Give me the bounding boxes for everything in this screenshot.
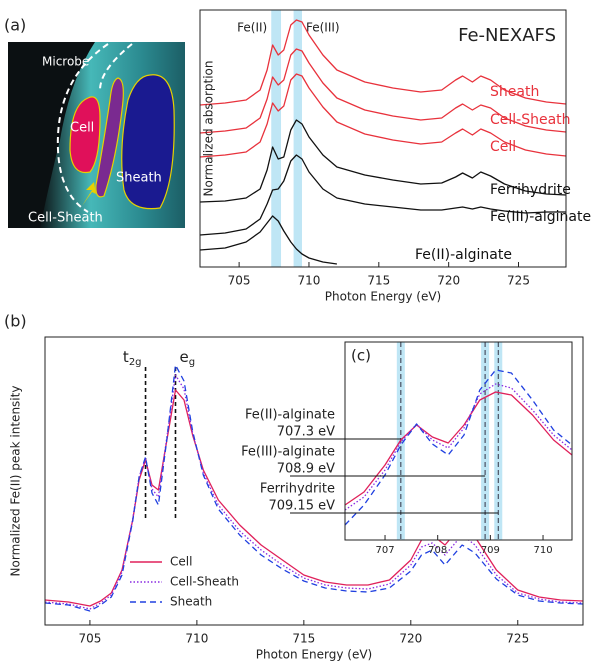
curve-label: Sheath (490, 84, 539, 100)
x-tick-label: 710 (298, 274, 321, 288)
x-tick-label: 708 (428, 545, 447, 556)
x-tick-label: 710 (533, 545, 552, 556)
curve-label: Cell-Sheath (490, 112, 571, 128)
peak-label-sub: 2g (129, 357, 142, 368)
x-tick-label: 725 (506, 632, 529, 646)
curve-label: Fe(II)-alginate (415, 247, 512, 263)
curve-label: Ferrihydrite (490, 182, 571, 198)
x-tick-label: 720 (399, 632, 422, 646)
legend-label: Cell-Sheath (170, 575, 239, 589)
x-tick-label: 725 (507, 274, 530, 288)
band-label: Fe(II) (237, 21, 267, 35)
peak-label-sub: g (189, 357, 195, 368)
panel-label: (c) (351, 347, 371, 365)
image-label: Sheath (116, 171, 162, 186)
x-tick-label: 710 (185, 632, 208, 646)
x-tick-label: 707 (375, 545, 394, 556)
x-tick-label: 705 (228, 274, 251, 288)
y-axis-label: Normalized Fe(II) peak intensity (9, 386, 23, 577)
sheath-region (122, 75, 174, 209)
mark-label: Ferrihydrite (260, 482, 335, 497)
image-label: Cell-Sheath (28, 211, 103, 226)
series-line (200, 216, 337, 264)
band-label: Fe(III) (306, 21, 340, 35)
curve-label: Fe(III)-alginate (490, 209, 591, 225)
mark-value-label: 709.15 eV (268, 499, 335, 514)
legend-label: Sheath (170, 595, 212, 609)
mark-value-label: 708.9 eV (277, 462, 335, 477)
energy-band (294, 10, 302, 267)
curve-label: Cell (490, 139, 516, 155)
peak-label: t2g (123, 348, 142, 369)
chart-title: Fe-NEXAFS (458, 25, 556, 46)
x-tick-label: 705 (78, 632, 101, 646)
y-axis-label: Normalized absorption (202, 61, 216, 197)
inset-bg (345, 342, 572, 540)
peak-label: eg (179, 348, 195, 369)
figure: (a) (b) Microbe Cell Sheath Cell-Sheath … (0, 0, 600, 666)
energy-band (271, 10, 281, 267)
micrograph: Microbe Cell Sheath Cell-Sheath (8, 42, 185, 228)
panel-label: (b) (4, 312, 27, 331)
mark-value-label: 707.3 eV (277, 425, 335, 440)
mark-label: Fe(III)-alginate (241, 445, 335, 460)
mark-label: Fe(II)-alginate (245, 408, 335, 423)
x-tick-label: 715 (292, 632, 315, 646)
legend-label: Cell (170, 555, 192, 569)
x-tick-label: 715 (367, 274, 390, 288)
image-label: Microbe (42, 55, 89, 69)
x-axis-label: Photon Energy (eV) (325, 290, 441, 304)
x-axis-label: Photon Energy (eV) (256, 648, 372, 662)
plot: 707 708 709 710 (c) (345, 342, 572, 556)
x-tick-label: 709 (481, 545, 500, 556)
image-label: Cell (70, 121, 94, 136)
plot: Fe(II) Fe(III) Sheath Cell-Sheath Cell Ferrih… (200, 10, 591, 304)
panel-label: (a) (4, 16, 26, 35)
peak-label-text: e (179, 348, 188, 366)
x-tick-label: 720 (437, 274, 460, 288)
